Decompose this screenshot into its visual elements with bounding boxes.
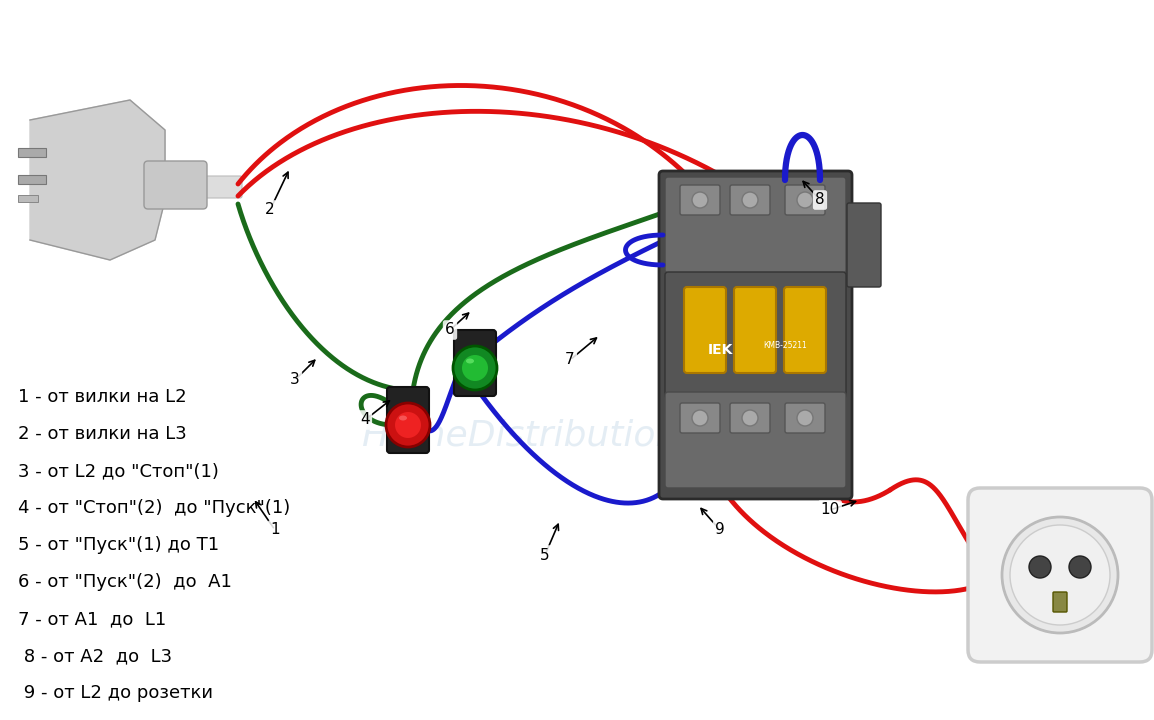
Circle shape [742, 192, 758, 208]
Text: 2: 2 [265, 202, 275, 217]
FancyBboxPatch shape [785, 403, 825, 433]
Text: 4 - от "Стоп"(2)  до "Пуск"(1): 4 - от "Стоп"(2) до "Пуск"(1) [18, 499, 291, 517]
Text: 8 - от A2  до  L3: 8 - от A2 до L3 [18, 647, 172, 665]
FancyBboxPatch shape [144, 161, 207, 209]
Text: 5: 5 [540, 547, 549, 562]
Polygon shape [30, 100, 165, 260]
Circle shape [797, 410, 814, 426]
Text: 3: 3 [290, 372, 300, 387]
Circle shape [1010, 525, 1110, 625]
Bar [18, 195, 38, 202]
FancyBboxPatch shape [968, 488, 1152, 662]
FancyBboxPatch shape [847, 203, 881, 287]
Text: 9 - от L2 до розетки: 9 - от L2 до розетки [18, 684, 213, 702]
FancyBboxPatch shape [665, 272, 846, 398]
Circle shape [385, 403, 430, 447]
Text: 5 - от "Пуск"(1) до T1: 5 - от "Пуск"(1) до T1 [18, 536, 219, 554]
Circle shape [797, 192, 814, 208]
Text: 1 - от вилки на L2: 1 - от вилки на L2 [18, 388, 187, 406]
FancyBboxPatch shape [684, 287, 726, 373]
Text: КМВ-25211: КМВ-25211 [763, 341, 807, 349]
Text: 2 - от вилки на L3: 2 - от вилки на L3 [18, 425, 187, 443]
FancyBboxPatch shape [1052, 592, 1067, 612]
Ellipse shape [466, 359, 474, 364]
Circle shape [692, 410, 709, 426]
Text: 8: 8 [815, 192, 825, 207]
FancyBboxPatch shape [454, 330, 496, 396]
Bar [18, 175, 46, 184]
Circle shape [462, 355, 488, 381]
Circle shape [1029, 556, 1051, 578]
Text: 7 - от A1  до  L1: 7 - от A1 до L1 [18, 610, 166, 628]
FancyBboxPatch shape [659, 171, 852, 499]
Text: IEK: IEK [707, 343, 733, 357]
Circle shape [742, 410, 758, 426]
Circle shape [454, 346, 497, 390]
FancyBboxPatch shape [665, 177, 846, 273]
Text: 3 - от L2 до "Стоп"(1): 3 - от L2 до "Стоп"(1) [18, 462, 219, 480]
Text: 6: 6 [445, 323, 455, 338]
Text: HomeDistribution: HomeDistribution [361, 418, 679, 452]
FancyBboxPatch shape [734, 287, 775, 373]
FancyBboxPatch shape [785, 185, 825, 215]
Text: 4: 4 [360, 413, 369, 428]
Circle shape [1002, 517, 1118, 633]
FancyBboxPatch shape [193, 176, 242, 198]
FancyBboxPatch shape [730, 403, 770, 433]
FancyBboxPatch shape [665, 392, 846, 488]
Text: 10: 10 [820, 503, 840, 518]
Circle shape [1069, 556, 1091, 578]
Text: 7: 7 [565, 353, 575, 367]
FancyBboxPatch shape [387, 387, 429, 453]
FancyBboxPatch shape [730, 185, 770, 215]
FancyBboxPatch shape [784, 287, 826, 373]
Circle shape [395, 412, 421, 438]
FancyBboxPatch shape [680, 403, 720, 433]
Bar [18, 148, 46, 157]
Circle shape [692, 192, 709, 208]
Ellipse shape [399, 415, 407, 420]
FancyBboxPatch shape [680, 185, 720, 215]
Text: 6 - от "Пуск"(2)  до  A1: 6 - от "Пуск"(2) до A1 [18, 573, 232, 591]
Text: 9: 9 [715, 523, 725, 538]
Text: 1: 1 [270, 523, 279, 538]
